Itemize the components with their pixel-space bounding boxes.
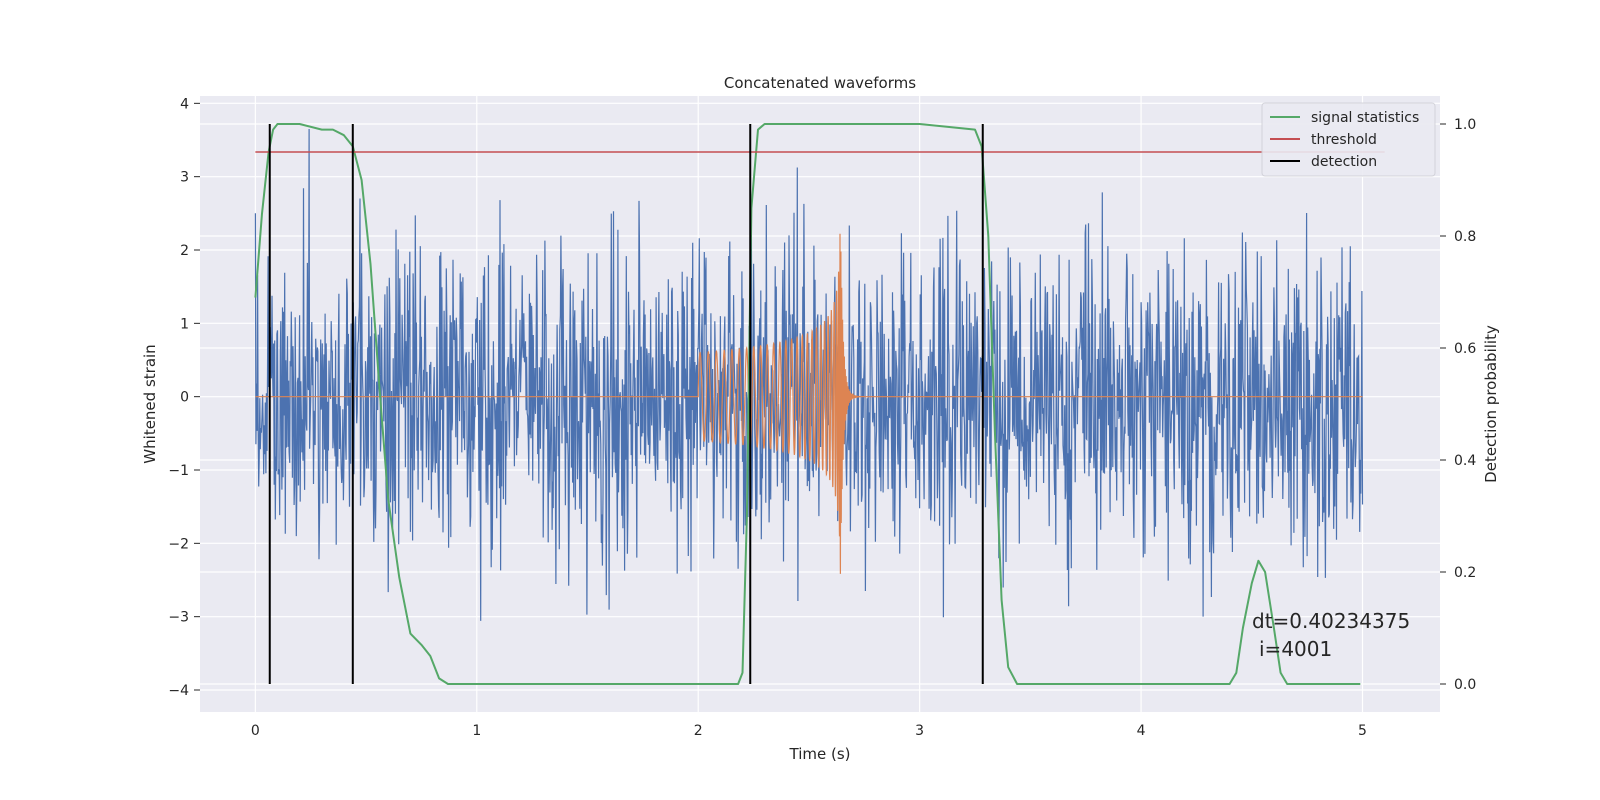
- y-tick-label: −3: [168, 610, 189, 626]
- y2-tick-label: 0.4: [1454, 453, 1476, 469]
- waveform-series: [255, 233, 1363, 574]
- y2-axis-label: Detection probability: [1482, 325, 1500, 483]
- y-tick-label: −4: [168, 683, 189, 699]
- x-axis-label: Time (s): [789, 745, 851, 763]
- y2-tick-label: 0.6: [1454, 341, 1476, 357]
- y2-tick-label: 1.0: [1454, 117, 1476, 133]
- y2-tick-label: 0.8: [1454, 229, 1476, 245]
- y-axis-label: Whitened strain: [141, 344, 159, 463]
- signal-statistics-line: [254, 123, 1361, 685]
- chart-title: Concatenated waveforms: [724, 74, 916, 92]
- y2-tick-label: 0.0: [1454, 677, 1476, 693]
- legend-box: [1261, 102, 1436, 177]
- axes: 0 1 2 3 4 5 −4 −3 −2 −1 0 1 2 3 4 0.0 0.2 0.4 0.6 0.8 1.0: [168, 96, 1476, 739]
- x-tick-label: 2: [694, 723, 703, 739]
- x-tick-label: 0: [251, 723, 260, 739]
- annotation-dt: dt=0.40234375: [1252, 609, 1410, 633]
- x-tick-label: 1: [472, 723, 481, 739]
- x-tick-label: 3: [915, 723, 924, 739]
- y-tick-label: 3: [180, 170, 189, 186]
- strain-line: [254, 128, 1364, 621]
- signal-statistics-series: [254, 123, 1361, 685]
- strain-series: [254, 128, 1364, 621]
- detection-series: [268, 124, 984, 684]
- y-tick-label: −2: [168, 536, 189, 552]
- annotation-i: i=4001: [1259, 637, 1332, 661]
- waveform-line: [255, 233, 1363, 574]
- y-tick-label: 0: [180, 390, 189, 406]
- y-tick-label: 1: [180, 316, 189, 332]
- x-tick-label: 5: [1358, 723, 1367, 739]
- x-tick-label: 4: [1137, 723, 1146, 739]
- y2-tick-label: 0.2: [1454, 565, 1476, 581]
- legend-label-detection: detection: [1311, 154, 1377, 170]
- legend-label-threshold: threshold: [1311, 132, 1377, 148]
- legend-label-signal-statistics: signal statistics: [1311, 110, 1419, 126]
- legend: signal statistics threshold detection: [1261, 102, 1436, 177]
- y-tick-label: 2: [180, 243, 189, 259]
- y-tick-label: −1: [168, 463, 189, 479]
- y-tick-label: 4: [180, 96, 189, 112]
